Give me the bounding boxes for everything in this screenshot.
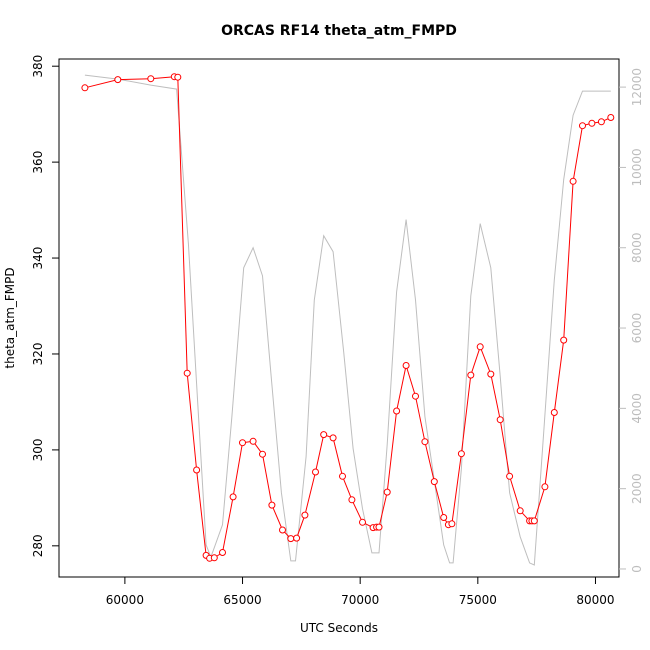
x-tick-label: 60000 bbox=[106, 593, 144, 607]
y-tick-label: 380 bbox=[31, 55, 45, 78]
theta-data-point bbox=[329, 434, 337, 442]
theta-data-point bbox=[457, 450, 465, 458]
theta-data-point bbox=[219, 549, 226, 556]
theta-data-point bbox=[239, 439, 246, 447]
theta-data-point bbox=[597, 118, 605, 126]
theta-data-point bbox=[210, 554, 218, 562]
theta-data-point bbox=[506, 472, 514, 480]
y-tick-label: 320 bbox=[31, 343, 45, 366]
chart-title: ORCAS RF14 theta_atm_FMPD bbox=[221, 23, 457, 39]
theta-data-point bbox=[193, 466, 201, 474]
x-tick-label: 75000 bbox=[459, 593, 497, 607]
theta-data-point bbox=[530, 517, 538, 525]
theta-data-point bbox=[81, 84, 89, 92]
theta-data-point bbox=[279, 526, 286, 534]
theta-data-point bbox=[607, 114, 615, 121]
theta-data-point bbox=[560, 336, 568, 344]
theta-data-point bbox=[402, 362, 410, 369]
theta-data-point bbox=[467, 371, 475, 379]
axes-layer: 60000 65000 70000 75000 80000280300320340360… bbox=[31, 55, 644, 607]
theta-data-point bbox=[183, 369, 191, 377]
theta-data-point bbox=[147, 75, 155, 83]
x-tick-label: 80000 bbox=[576, 593, 614, 607]
theta-data-point bbox=[301, 511, 309, 519]
theta-data-point bbox=[359, 518, 366, 526]
x-tick-label: 70000 bbox=[341, 593, 379, 607]
y-tick-label: 360 bbox=[31, 151, 45, 174]
theta-data-point bbox=[516, 507, 524, 515]
theta-data-point bbox=[174, 73, 182, 81]
y2-tick-label: 12000 bbox=[630, 68, 644, 106]
theta-data-point bbox=[259, 450, 266, 458]
theta-data-point bbox=[393, 407, 401, 415]
theta-data-point bbox=[348, 496, 356, 504]
theta-data-point bbox=[412, 392, 419, 400]
y-tick-label: 340 bbox=[31, 247, 45, 270]
theta-data-point bbox=[293, 534, 301, 542]
theta-data-point bbox=[421, 438, 429, 446]
theta-data-point bbox=[476, 343, 484, 351]
plot-frame bbox=[58, 58, 620, 578]
y2-tick-label: 0 bbox=[630, 565, 644, 573]
theta-data-point bbox=[440, 514, 448, 521]
theta-data-point bbox=[383, 488, 391, 496]
theta-data-point bbox=[588, 119, 596, 127]
theta-data-point bbox=[569, 177, 577, 185]
theta-data-point bbox=[430, 478, 438, 486]
theta-data-point bbox=[579, 122, 586, 130]
y-tick-label: 300 bbox=[31, 438, 45, 461]
theta-data-point bbox=[339, 472, 346, 480]
theta-data-point bbox=[287, 535, 295, 543]
theta-series-line bbox=[84, 76, 612, 559]
y-tick-label: 280 bbox=[31, 534, 45, 557]
y2-tick-label: 6000 bbox=[630, 313, 644, 344]
theta-data-point bbox=[312, 468, 319, 476]
theta-data-point bbox=[550, 409, 558, 416]
theta-data-point bbox=[541, 483, 549, 491]
theta-data-point bbox=[268, 501, 276, 509]
theta-data-point bbox=[320, 431, 328, 439]
theta-data-point bbox=[496, 416, 504, 424]
y2-tick-label: 10000 bbox=[630, 148, 644, 186]
y2-tick-label: 4000 bbox=[630, 393, 644, 424]
y2-tick-label: 2000 bbox=[630, 473, 644, 504]
series-layer bbox=[81, 73, 615, 566]
x-tick-label: 65000 bbox=[223, 593, 261, 607]
theta-data-point bbox=[375, 523, 383, 531]
x-axis-label: UTC Seconds bbox=[300, 621, 378, 635]
theta-data-point bbox=[487, 370, 495, 378]
theta-data-point bbox=[229, 493, 237, 501]
altitude-series-line bbox=[84, 74, 611, 566]
theta-data-point bbox=[114, 76, 122, 84]
y-axis-label: theta_atm_FMPD bbox=[3, 267, 17, 368]
y2-tick-label: 8000 bbox=[630, 232, 644, 263]
theta-data-point bbox=[448, 520, 456, 528]
theta-data-point bbox=[249, 437, 257, 445]
